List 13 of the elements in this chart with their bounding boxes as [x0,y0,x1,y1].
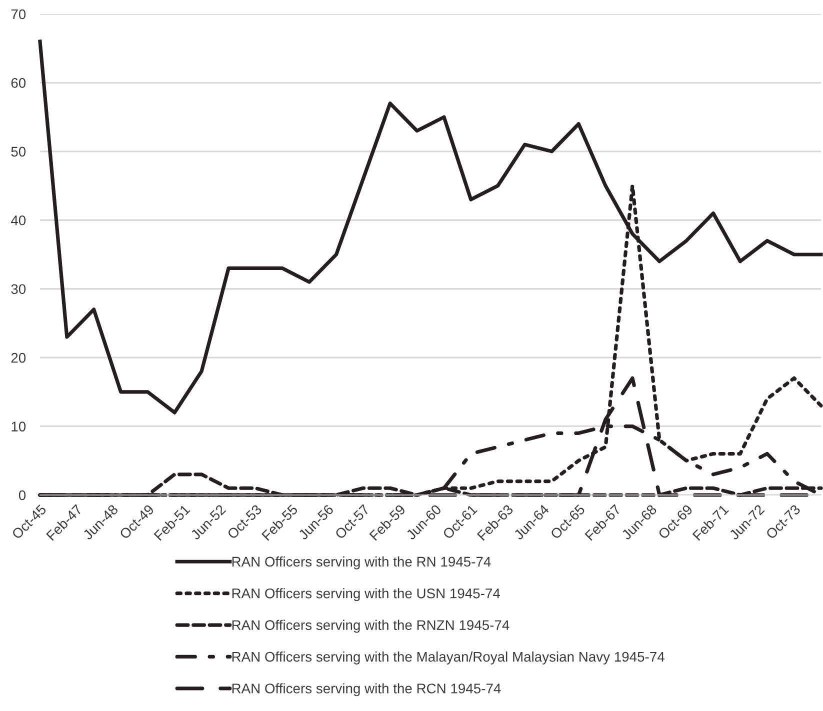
legend-label: RAN Officers serving with the RCN 1945-74 [232,683,501,696]
legend-label: RAN Officers serving with the RNZN 1945-74 [232,620,510,633]
y-tick-label: 30 [11,284,26,294]
y-tick-label: 40 [10,215,26,226]
legend-label: RAN Officers serving with the USN 1945-74 [232,588,500,602]
y-tick-label: 0 [18,490,26,500]
y-tick-label: 50 [11,146,26,157]
y-tick-label: 20 [11,352,26,363]
legend-label: RAN Officers serving with the Malayan/Royal Malaysian Navy 1945-74 [232,652,664,664]
y-tick-label: 70 [11,9,26,20]
y-tick-label: 10 [12,422,26,432]
legend-label: RAN Officers serving with the RN 1945-74 [232,556,491,570]
y-tick-label: 60 [11,78,26,88]
